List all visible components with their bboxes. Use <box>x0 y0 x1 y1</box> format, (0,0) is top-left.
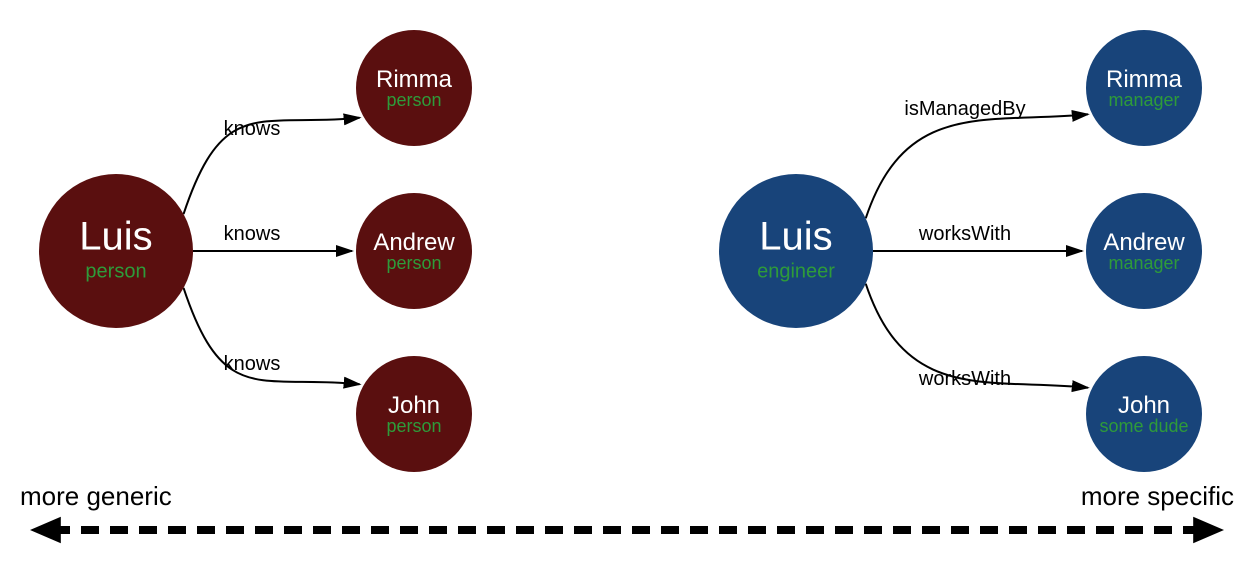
graph-node: Johnsome dude <box>1086 356 1202 472</box>
axis-arrow-left-icon <box>30 517 61 543</box>
edge <box>866 114 1088 218</box>
edge-label: worksWith <box>918 368 1011 390</box>
edge-label: knows <box>224 353 281 375</box>
node-type: person <box>386 90 441 110</box>
graph-node: Andrewmanager <box>1086 193 1202 309</box>
node-name: Rimma <box>376 66 453 93</box>
edge-label: knows <box>224 223 281 245</box>
node-name: Luis <box>79 214 152 258</box>
graph-node: Rimmaperson <box>356 30 472 146</box>
node-name: Andrew <box>373 229 455 256</box>
graph-node: Andrewperson <box>356 193 472 309</box>
diagram-canvas: knowsknowsknowsLuispersonRimmapersonAndr… <box>0 0 1254 571</box>
graph-node: Luisengineer <box>719 174 873 328</box>
spectrum-axis: more generic more specific <box>20 481 1234 543</box>
axis-label-right: more specific <box>1081 481 1234 511</box>
node-name: Rimma <box>1106 66 1183 93</box>
node-name: Luis <box>759 214 832 258</box>
node-name: John <box>388 392 440 419</box>
node-name: Andrew <box>1103 229 1185 256</box>
graph-node: Luisperson <box>39 174 193 328</box>
axis-arrow-right-icon <box>1193 517 1224 543</box>
node-name: John <box>1118 392 1170 419</box>
edge-label: isManagedBy <box>904 98 1025 120</box>
node-type: manager <box>1108 253 1179 273</box>
axis-label-left: more generic <box>20 481 172 511</box>
node-type: person <box>386 253 441 273</box>
edge-label: knows <box>224 118 281 140</box>
graph-node: Rimmamanager <box>1086 30 1202 146</box>
node-type: person <box>386 416 441 436</box>
edge-label: worksWith <box>918 223 1011 245</box>
node-type: engineer <box>757 260 835 282</box>
node-type: manager <box>1108 90 1179 110</box>
graph-node: Johnperson <box>356 356 472 472</box>
node-type: some dude <box>1099 416 1188 436</box>
node-type: person <box>85 260 146 282</box>
